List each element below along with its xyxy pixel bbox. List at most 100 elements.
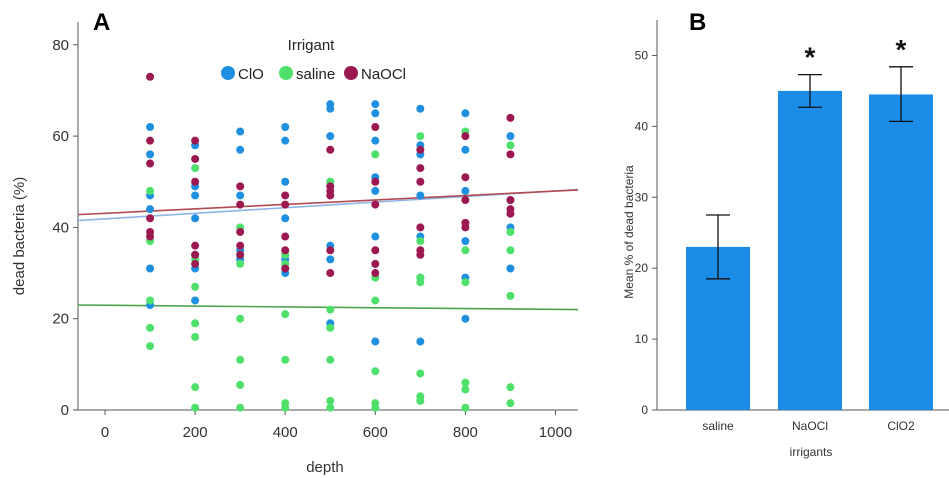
- significance-marker-naocl: *: [805, 42, 816, 73]
- point-naocl: [326, 269, 335, 278]
- point-naocl: [281, 246, 290, 255]
- point-saline: [326, 305, 335, 314]
- point-saline: [371, 403, 380, 412]
- point-naocl: [326, 145, 335, 154]
- point-saline: [326, 403, 335, 412]
- point-naocl: [371, 200, 380, 209]
- point-saline: [371, 296, 380, 305]
- point-naocl: [236, 250, 245, 259]
- point-naocl: [281, 264, 290, 273]
- point-clo: [461, 237, 470, 246]
- point-naocl: [191, 136, 200, 145]
- point-naocl: [506, 150, 515, 159]
- point-naocl: [146, 136, 155, 145]
- point-saline: [326, 355, 335, 364]
- point-naocl: [506, 196, 515, 205]
- point-saline: [146, 323, 155, 332]
- point-saline: [326, 396, 335, 405]
- point-naocl: [461, 132, 470, 141]
- point-saline: [416, 132, 425, 141]
- point-clo: [146, 150, 155, 159]
- point-naocl: [326, 246, 335, 255]
- point-naocl: [281, 232, 290, 241]
- point-naocl: [146, 159, 155, 168]
- point-naocl: [416, 223, 425, 232]
- point-clo: [371, 186, 380, 195]
- point-saline: [461, 378, 470, 387]
- point-naocl: [281, 200, 290, 209]
- point-saline: [506, 141, 515, 150]
- point-saline: [506, 291, 515, 300]
- point-clo: [506, 132, 515, 141]
- significance-marker-clo2: *: [896, 34, 907, 65]
- point-naocl: [506, 113, 515, 122]
- legend-swatch-naocl: [344, 66, 358, 80]
- point-clo: [371, 109, 380, 118]
- point-naocl: [461, 196, 470, 205]
- bar-y-tick-label: 0: [641, 403, 648, 417]
- bar-category-label: saline: [702, 419, 734, 433]
- x-tick-label: 0: [101, 424, 109, 441]
- x-tick-label: 400: [273, 424, 298, 441]
- point-saline: [506, 383, 515, 392]
- point-saline: [371, 150, 380, 159]
- point-clo: [191, 214, 200, 223]
- point-saline: [146, 342, 155, 351]
- point-saline: [191, 282, 200, 291]
- point-clo: [461, 186, 470, 195]
- point-saline: [191, 319, 200, 328]
- scatter-tick-labels: 0 200 400 600 800 1000 0 20 40 60 80: [52, 37, 572, 441]
- point-clo: [416, 191, 425, 200]
- point-clo: [416, 104, 425, 113]
- bar-y-axis-title: Mean % of dead bacteria: [622, 165, 636, 299]
- point-naocl: [371, 259, 380, 268]
- point-saline: [191, 383, 200, 392]
- y-tick-label: 40: [52, 219, 69, 236]
- bar-tick-labels: 0 10 20 30 40 50 saline NaOCl ClO2: [635, 48, 915, 433]
- point-clo: [326, 132, 335, 141]
- scatter-points: [146, 72, 515, 412]
- panel-label-b: B: [689, 9, 706, 36]
- x-tick-label: 200: [183, 424, 208, 441]
- point-clo: [371, 232, 380, 241]
- point-naocl: [416, 177, 425, 186]
- point-naocl: [461, 223, 470, 232]
- point-naocl: [236, 200, 245, 209]
- bar-x-axis-title: irrigants: [790, 445, 833, 459]
- point-naocl: [371, 177, 380, 186]
- point-saline: [191, 332, 200, 341]
- point-clo: [236, 191, 245, 200]
- point-clo: [326, 255, 335, 264]
- bar-category-label: ClO2: [887, 419, 915, 433]
- point-clo: [371, 136, 380, 145]
- legend-title: Irrigant: [288, 37, 336, 54]
- point-clo: [146, 122, 155, 131]
- scatter-panel: A 0 200 400 600 800 1000 0 20 40 60 80 depth dead …: [11, 9, 579, 476]
- point-naocl: [371, 246, 380, 255]
- y-tick-label: 60: [52, 128, 69, 145]
- point-clo: [461, 109, 470, 118]
- point-clo: [236, 145, 245, 154]
- point-saline: [326, 323, 335, 332]
- point-clo: [281, 122, 290, 131]
- point-clo: [461, 145, 470, 154]
- legend-label-clo: ClO: [238, 66, 264, 83]
- point-clo: [371, 100, 380, 109]
- bar-clo2: [869, 94, 933, 411]
- fit-line-naocl: [77, 189, 579, 216]
- legend-swatch-saline: [279, 66, 293, 80]
- y-tick-label: 80: [52, 37, 69, 54]
- point-saline: [236, 403, 245, 412]
- legend-label-naocl: NaOCl: [361, 66, 406, 83]
- point-naocl: [371, 122, 380, 131]
- point-naocl: [191, 177, 200, 186]
- point-saline: [416, 396, 425, 405]
- point-saline: [146, 186, 155, 195]
- y-tick-label: 0: [61, 402, 69, 419]
- bar-naocl: [778, 90, 842, 410]
- point-naocl: [416, 250, 425, 259]
- point-naocl: [146, 232, 155, 241]
- bars: [686, 90, 933, 411]
- bar-category-label: NaOCl: [792, 419, 828, 433]
- legend-swatch-clo: [221, 66, 235, 80]
